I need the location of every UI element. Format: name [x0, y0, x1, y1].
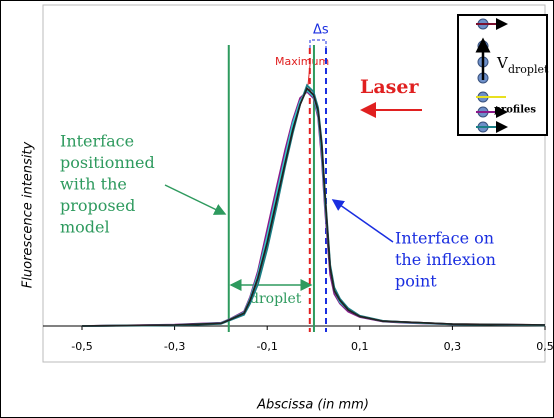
delta-s-label: Δs	[313, 23, 329, 38]
velocity-subscript: droplet	[508, 63, 549, 76]
x-tick-label: 0,5	[536, 340, 554, 353]
legend-box: V droplet profiles	[457, 14, 549, 136]
x-tick-label: -0,5	[71, 340, 92, 353]
x-axis-title: Abscissa (in mm)	[256, 398, 369, 413]
velocity-label: V	[496, 54, 509, 72]
x-tick-label: -0,1	[256, 340, 277, 353]
interface-model-label: with the	[60, 175, 127, 194]
interface-inflexion-label: the inflexion	[395, 250, 496, 269]
x-tick-label: 0,3	[444, 340, 462, 353]
laser-label: Laser	[360, 76, 419, 98]
profile-line	[81, 86, 546, 327]
x-tick-label: 0,1	[351, 340, 369, 353]
y-axis-title: Fluorescence intensity	[21, 141, 36, 288]
interface-model-label: model	[60, 218, 110, 237]
x-tick-label: -0,3	[164, 340, 185, 353]
delta-s-bracket	[309, 39, 327, 48]
droplet-label: droplet	[250, 291, 302, 307]
interface-model-label: positionned	[60, 153, 155, 172]
interface-model-arrow	[164, 184, 227, 215]
interface-inflexion-label: point	[395, 272, 437, 291]
interface-model-label: proposed	[60, 196, 135, 215]
profiles-label: profiles	[494, 105, 536, 116]
interface-inflexion-label: Interface on	[395, 229, 494, 248]
maximum-label: Maximum	[275, 55, 329, 68]
interface-inflexion-arrow	[331, 199, 394, 243]
interface-model-label: Interface	[60, 132, 134, 151]
plot-frame	[42, 4, 546, 363]
